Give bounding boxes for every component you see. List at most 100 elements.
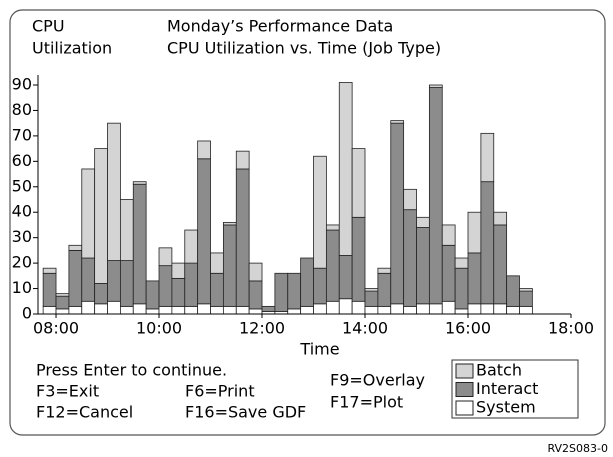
legend-label: Batch — [476, 361, 522, 380]
bar-segment — [171, 277, 186, 307]
x-tick-label: 14:00 — [342, 319, 388, 338]
bar-segment — [467, 252, 482, 305]
bar-segment — [132, 303, 147, 315]
bar-segment — [300, 257, 314, 307]
y-tick-label: 60 — [12, 151, 32, 170]
bar-segment — [184, 262, 199, 307]
bar-segment — [403, 305, 417, 315]
bar-segment — [210, 252, 224, 274]
bar-segment — [235, 305, 250, 315]
bar-segment — [68, 244, 83, 251]
bar-segment — [197, 140, 211, 160]
bar-segment — [171, 305, 186, 315]
y-tick-label: 40 — [12, 202, 32, 221]
bar-segment — [184, 229, 199, 264]
x-tick-label: 10:00 — [136, 319, 182, 338]
bar-segment — [403, 209, 417, 307]
x-tick-label: 08:00 — [33, 319, 79, 338]
bar-segment — [210, 305, 224, 315]
bar-segment — [338, 298, 353, 315]
bar-segment — [184, 305, 199, 315]
function-key[interactable]: F6=Print — [185, 382, 255, 401]
y-tick-label: 80 — [12, 100, 32, 119]
bar-segment — [107, 122, 121, 261]
bar-segment — [506, 305, 520, 315]
bar-segment — [81, 300, 96, 315]
legend-label: System — [476, 398, 536, 417]
bar-segment — [325, 300, 340, 315]
bar-segment — [81, 257, 96, 302]
bar-segment — [132, 181, 147, 185]
legend-swatch — [455, 400, 474, 416]
bar-segment — [454, 267, 469, 310]
bar-segment — [94, 283, 108, 305]
legend-frame — [451, 359, 579, 419]
bar-segment — [441, 300, 456, 315]
bar-segment — [158, 265, 173, 307]
bar-segment — [313, 267, 327, 305]
y-tick-label: 50 — [12, 176, 32, 195]
chart-title: Monday’s Performance Data — [167, 17, 393, 36]
bar-segment — [416, 227, 430, 305]
bar-segment — [107, 300, 121, 315]
bar-segment — [493, 224, 508, 305]
x-tick-label: 16:00 — [445, 319, 491, 338]
bar-segment — [313, 303, 327, 315]
y-tick-label: 10 — [12, 278, 32, 297]
panel-frame — [9, 9, 606, 436]
function-key[interactable]: F12=Cancel — [36, 403, 133, 422]
bar-segment — [55, 295, 70, 310]
bar-segment — [94, 148, 108, 284]
bar-segment — [119, 260, 134, 307]
bar-segment — [222, 305, 237, 315]
bar-segment — [145, 308, 160, 315]
y-tick-label: 70 — [12, 125, 32, 144]
bar-segment — [416, 216, 430, 228]
y-label-line: CPU — [32, 17, 65, 36]
bar-segment — [377, 267, 392, 274]
bar-segment — [55, 308, 70, 315]
bar-segment — [519, 290, 533, 307]
function-key[interactable]: F17=Plot — [330, 393, 403, 412]
bar-segment — [480, 132, 495, 183]
legend-label: Interact — [476, 379, 538, 398]
bar-segment — [416, 303, 430, 315]
bar-segment — [171, 262, 186, 279]
bar-segment — [364, 288, 379, 292]
bar-segment — [248, 280, 263, 310]
bar-segment — [390, 120, 405, 124]
bar-segment — [364, 305, 379, 315]
figure-id: RV2S083-0 — [547, 442, 608, 455]
y-tick-label: 30 — [12, 227, 32, 246]
bar-segment — [287, 308, 302, 315]
bar-segment — [68, 249, 83, 307]
bar-segment — [454, 308, 469, 315]
bar-segment — [493, 303, 508, 315]
y-tick-label: 0 — [22, 304, 32, 323]
bar-segment — [287, 272, 302, 310]
bar-segment — [325, 224, 340, 231]
bar-segment — [248, 308, 263, 315]
bar-segment — [132, 183, 147, 305]
bar-segment — [274, 272, 289, 312]
bar-segment — [300, 305, 314, 315]
chart-subtitle: CPU Utilization vs. Time (Job Type) — [167, 39, 441, 58]
bar-segment — [428, 303, 443, 315]
bar-segment — [390, 122, 405, 305]
bar-segment — [467, 211, 482, 254]
function-key[interactable]: F3=Exit — [36, 382, 99, 401]
bar-segment — [210, 272, 224, 307]
bar-segment — [467, 303, 482, 315]
bar-segment — [351, 300, 366, 315]
x-tick-label: 18:00 — [548, 319, 594, 338]
bar-segment — [222, 221, 237, 226]
x-axis-label: Time — [299, 340, 339, 359]
function-key[interactable]: F9=Overlay — [330, 371, 425, 390]
prompt: Press Enter to continue. — [36, 361, 227, 380]
bar-segment — [519, 288, 533, 292]
function-key[interactable]: F16=Save GDF — [185, 403, 306, 422]
bar-segment — [235, 150, 250, 170]
x-tick-label: 12:00 — [239, 319, 285, 338]
bar-segment — [248, 262, 263, 282]
